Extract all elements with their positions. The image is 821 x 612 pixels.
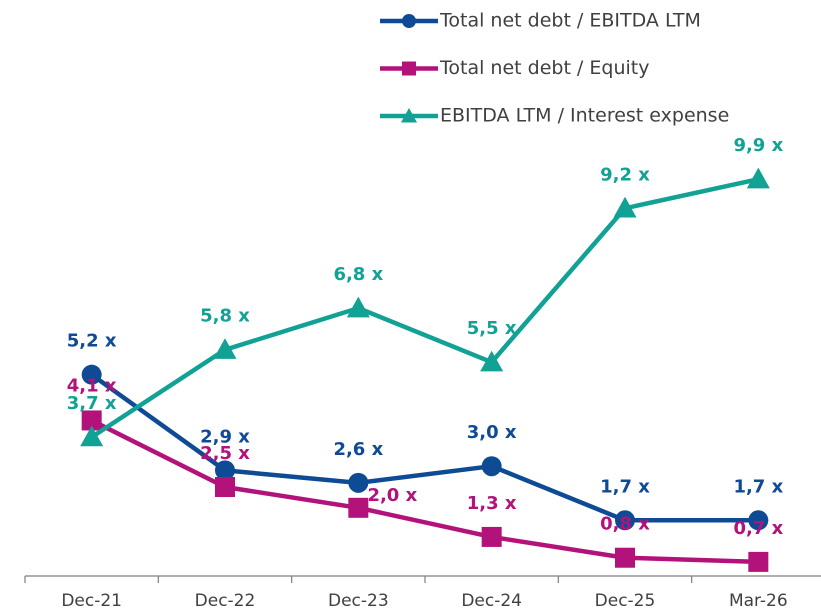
point <box>613 196 637 218</box>
series-line <box>90 176 759 439</box>
value-label: 0,7 x <box>733 518 783 539</box>
point <box>348 497 369 518</box>
point <box>400 107 418 123</box>
point <box>748 510 769 531</box>
value-label: 6,8 x <box>333 264 383 285</box>
legend-label: Total net debt / EBITDA LTM <box>439 10 701 32</box>
point <box>615 547 635 568</box>
point <box>80 425 104 447</box>
x-tick-label: Dec-21 <box>61 591 122 611</box>
x-tick-label: Mar-26 <box>729 591 788 611</box>
point <box>215 477 235 497</box>
value-label: 0,8 x <box>600 514 650 535</box>
value-label: 2,0 x <box>367 485 417 506</box>
value-label: 5,5 x <box>467 318 517 339</box>
point <box>348 472 369 493</box>
value-label: 2,9 x <box>200 426 250 447</box>
point <box>81 410 102 431</box>
point <box>402 14 416 28</box>
x-tick-label: Dec-25 <box>595 591 656 611</box>
point <box>215 460 235 481</box>
value-label: 3,0 x <box>467 422 517 443</box>
point <box>402 61 416 76</box>
value-label: 9,2 x <box>600 164 650 185</box>
point <box>481 526 502 547</box>
value-label: 9,9 x <box>733 135 783 156</box>
point <box>481 456 502 477</box>
point <box>746 167 770 189</box>
point <box>213 338 237 359</box>
legend-label: Total net debt / Equity <box>439 57 649 79</box>
x-tick-label: Dec-22 <box>195 591 256 611</box>
point <box>615 510 635 531</box>
x-tick-label: Dec-24 <box>461 591 522 611</box>
series-line <box>90 418 759 565</box>
x-tick-label: Dec-23 <box>328 591 389 611</box>
value-label: 2,5 x <box>200 443 250 464</box>
value-label: 1,7 x <box>733 476 783 497</box>
value-label: 1,3 x <box>467 493 517 514</box>
point <box>748 551 769 572</box>
value-label: 5,2 x <box>67 331 117 352</box>
series-line <box>90 372 759 523</box>
value-label: 1,7 x <box>600 476 650 497</box>
value-label: 5,8 x <box>200 306 250 327</box>
legend-label: EBITDA LTM / Interest expense <box>440 105 729 127</box>
point <box>81 364 102 385</box>
value-label: 4,1 x <box>67 375 117 396</box>
value-label: 3,7 x <box>67 393 117 414</box>
point <box>480 350 504 372</box>
point <box>346 296 370 318</box>
value-label: 2,6 x <box>333 439 383 460</box>
